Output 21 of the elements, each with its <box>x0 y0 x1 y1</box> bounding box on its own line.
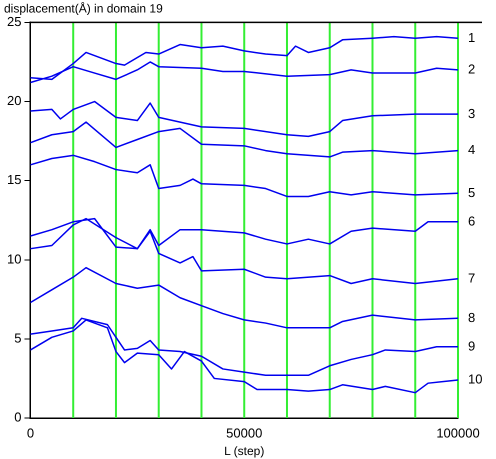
series-label: 7 <box>468 270 476 286</box>
x-axis-title: L (step) <box>224 444 264 458</box>
series-label: 4 <box>468 142 476 158</box>
y-tick-label: 10 <box>6 251 22 266</box>
x-tick-label: 50000 <box>226 425 262 440</box>
x-tick-label: 0 <box>26 425 34 440</box>
series-label: 10 <box>468 372 482 387</box>
series-label: 6 <box>468 213 476 228</box>
series-label: 8 <box>468 310 476 325</box>
y-tick-label: 25 <box>6 14 22 29</box>
series-label: 1 <box>468 30 476 45</box>
series-label: 3 <box>468 106 476 121</box>
series-label: 2 <box>468 61 476 76</box>
series-label: 9 <box>468 338 476 354</box>
series-label: 5 <box>468 184 476 200</box>
y-tick-label: 0 <box>14 410 22 425</box>
y-tick-label: 15 <box>6 172 22 188</box>
y-tick-label: 5 <box>14 330 22 346</box>
chart-title: displacement(Å) in domain 19 <box>4 2 164 16</box>
x-tick-label: 100000 <box>436 425 480 440</box>
y-tick-label: 20 <box>6 93 22 108</box>
